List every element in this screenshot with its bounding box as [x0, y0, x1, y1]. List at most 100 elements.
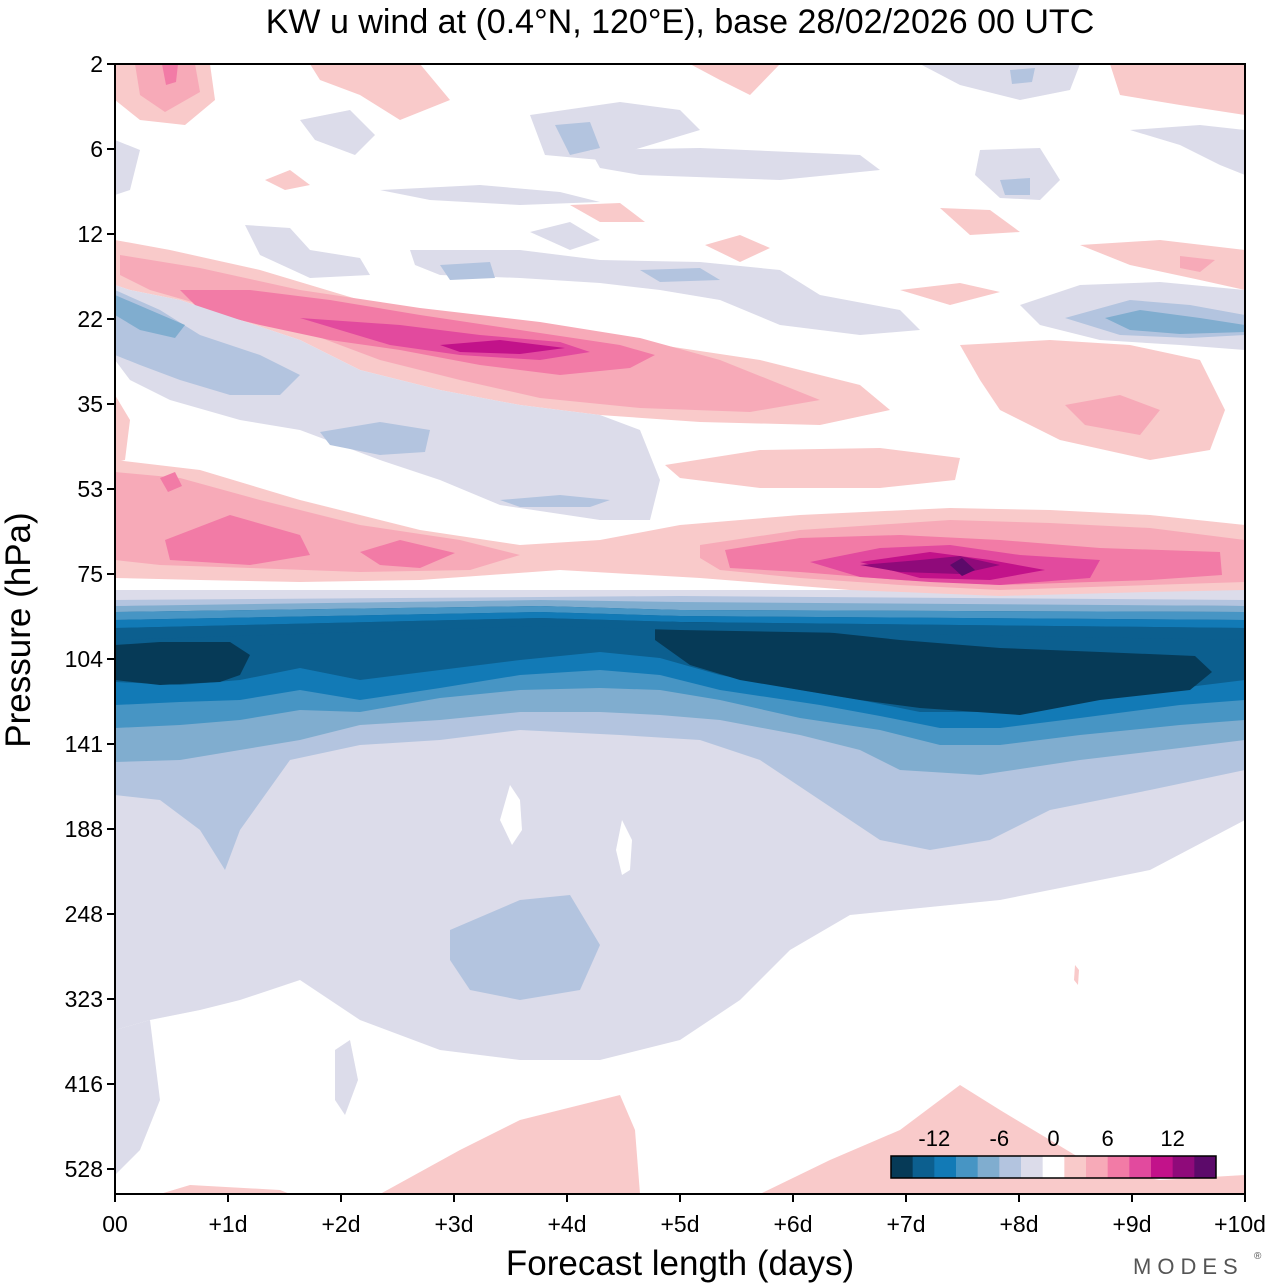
colorbar-swatch: [1021, 1156, 1044, 1178]
x-tick-label: +4d: [547, 1211, 586, 1237]
colorbar-swatch: [891, 1156, 914, 1178]
y-tick-label: 141: [65, 731, 103, 757]
colorbar-swatch: [956, 1156, 979, 1178]
contour-westerly-75-f2-mid: [360, 540, 455, 568]
colorbar-swatch: [1086, 1156, 1109, 1178]
contour-upper-blue-4d-2: [555, 122, 600, 155]
y-tick-label: 188: [65, 816, 103, 842]
y-tick-label: 53: [77, 476, 103, 502]
contour-edge-47: [115, 606, 1245, 620]
x-tick-label: 00: [102, 1211, 128, 1237]
colorbar-swatch: [1129, 1156, 1152, 1178]
y-tick-label: 104: [65, 646, 104, 672]
colorbar-tick-label: 0: [1047, 1126, 1059, 1151]
colorbar-swatch: [1172, 1156, 1195, 1178]
contour-lower-pink-sliver: [1074, 965, 1079, 985]
contour-upper-blue-mid-12: [530, 222, 600, 250]
colorbar-swatch: [1194, 1156, 1217, 1178]
y-axis: 2 6 12 22 35 53 75 104 141 188 248 323 416 528: [65, 51, 115, 1182]
contour-upper-easterly-b3-mid: [320, 422, 430, 455]
contour-upper-blue-left-12: [245, 225, 370, 278]
colorbar-tick-label: 12: [1160, 1126, 1184, 1151]
contour-westerly-75-f2-left: [165, 515, 310, 565]
contour-upper-pink-topleft-3: [162, 64, 178, 85]
contour-field: [115, 64, 1245, 1194]
colorbar-frame: [890, 1155, 1217, 1179]
contour-upper-pink-topright: [1110, 64, 1245, 115]
contour-upper-pink-22-right-2: [1065, 395, 1160, 435]
y-tick-label: 323: [65, 986, 103, 1012]
y-tick-label: 528: [65, 1156, 103, 1182]
colorbar-swatch: [1107, 1156, 1130, 1178]
y-tick-label: 2: [90, 51, 103, 77]
contour-easterly-max-left: [115, 642, 250, 685]
contour-upper-blue-top-8d-2: [1010, 68, 1035, 84]
contour-white-hole-2: [616, 820, 632, 875]
colorbar-swatch: [1042, 1156, 1065, 1178]
colorbar-swatch: [912, 1156, 935, 1178]
contour-upper-blue-left-6: [115, 140, 140, 195]
contour-upper-pink-8d: [900, 283, 1000, 305]
contour-upper-pink-topleft-small: [265, 170, 310, 190]
contour-white-hole-1: [500, 785, 522, 845]
x-axis-label: Forecast length (days): [506, 1244, 854, 1283]
brand-mark: ®: [1254, 1251, 1262, 1262]
x-tick-label: +6d: [773, 1211, 812, 1237]
contour-lower-pink-right: [760, 1085, 1245, 1194]
contour-westerly-75-5c: [950, 558, 975, 576]
contour-upper-blue-5d: [590, 148, 880, 180]
y-tick-label: 35: [77, 391, 103, 417]
colorbar-swatch: [1151, 1156, 1174, 1178]
colorbar: -12 -6 0 6 12: [890, 1126, 1217, 1179]
contour-upper-blue-12-mid-2: [440, 262, 495, 280]
contour-edge-12: [115, 612, 1245, 628]
x-tick-label: +7d: [886, 1211, 925, 1237]
y-tick-label: 12: [77, 221, 103, 247]
contour-upper-blue-8d: [975, 148, 1060, 200]
x-tick-label: +8d: [999, 1211, 1038, 1237]
colorbar-tick-label: 6: [1102, 1126, 1114, 1151]
contour-upper-pink-12-right-2: [1180, 256, 1215, 272]
colorbar-tick-label: -12: [918, 1126, 950, 1151]
x-tick-label: +9d: [1112, 1211, 1151, 1237]
colorbar-swatch: [934, 1156, 957, 1178]
contour-westerly-75-f2-small: [160, 472, 182, 492]
contour-upper-blue-2d: [300, 110, 375, 155]
contour-upper-pink-6d: [705, 235, 770, 262]
contour-upper-pink-12-right: [1080, 240, 1245, 290]
colorbar-swatch: [1064, 1156, 1087, 1178]
contour-upper-blue-8d-2: [1000, 178, 1030, 195]
contour-easterly-max-right: [655, 620, 1212, 715]
x-tick-label: +1d: [208, 1211, 247, 1237]
y-tick-label: 248: [65, 901, 103, 927]
contour-upper-blue-22-right-3: [1105, 310, 1245, 334]
x-axis: 00 +1d +2d +3d +4d +5d +6d +7d +8d +9d +10d: [102, 1194, 1266, 1237]
contour-upper-easterly-b3-small: [500, 495, 610, 507]
contour-lower-pink-left: [160, 1185, 290, 1194]
x-tick-label: +3d: [434, 1211, 473, 1237]
colorbar-tick-label: -6: [990, 1126, 1010, 1151]
y-tick-label: 416: [65, 1071, 103, 1097]
contour-upper-blue-12-mid-3: [640, 268, 720, 282]
contour-upper-pink-4d: [570, 203, 645, 222]
y-tick-label: 22: [77, 306, 103, 332]
contour-lower-pink-mid: [380, 1095, 640, 1194]
x-tick-label: +2d: [321, 1211, 360, 1237]
contour-upper-pink-top-right: [690, 64, 780, 95]
contour-upper-blue-12-mid: [410, 250, 920, 335]
contour-upper-pink-topleft-2: [135, 64, 200, 112]
y-tick-label: 6: [90, 136, 103, 162]
contour-weak-easterly-patch: [335, 1040, 358, 1115]
contour-upper-blue-white-gap: [500, 440, 520, 470]
contour-upper-blue-mid-6: [380, 185, 600, 205]
contour-upper-blue-top-8d: [920, 64, 1080, 100]
colorbar-swatch: [999, 1156, 1022, 1178]
brand-logo: MODES: [1133, 1254, 1244, 1279]
contour-weak-easterly-left: [115, 1020, 160, 1175]
contour-upper-easterly-dcdcea: [115, 285, 660, 520]
x-tick-label: +5d: [660, 1211, 699, 1237]
contour-upper-pink-mid: [665, 448, 960, 488]
contour-upper-pink-left-53: [115, 395, 130, 462]
colorbar-swatch: [977, 1156, 1000, 1178]
